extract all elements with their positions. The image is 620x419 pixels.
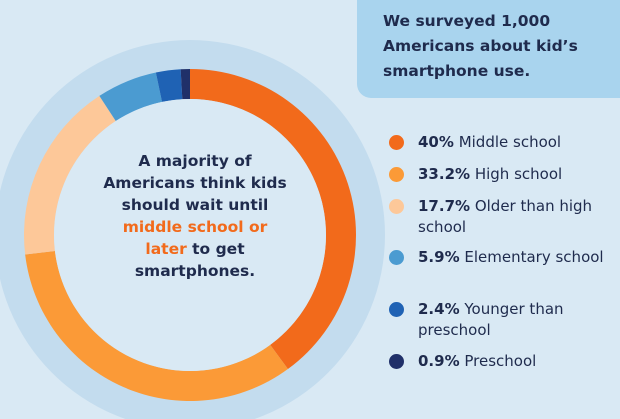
legend-name-high-school: High school <box>474 165 563 183</box>
donut-slice-preschool <box>180 69 190 100</box>
center-message-part1: A majority of Americans think kids shoul… <box>103 152 287 214</box>
survey-note-box: We surveyed 1,000 Americans about kid’s … <box>357 0 620 98</box>
legend-swatch-elementary-school <box>389 250 404 265</box>
legend-value-preschool: 0.9% <box>418 352 460 370</box>
legend-swatch-high-school <box>389 167 404 182</box>
donut-slice-older-than-high-school <box>23 95 116 255</box>
legend-value-elementary-school: 5.9% <box>418 248 460 266</box>
donut-slice-younger-than-preschool <box>155 69 183 102</box>
legend-swatch-middle-school <box>389 135 404 150</box>
legend-item-preschool: 0.9% Preschool <box>389 351 618 372</box>
legend-swatch-younger-than-preschool <box>389 302 404 317</box>
legend-swatch-preschool <box>389 354 404 369</box>
center-message-part2: to get smartphones. <box>134 240 256 280</box>
legend-label-younger-than-preschool: 2.4% Younger than preschool <box>418 299 618 341</box>
legend-label-elementary-school: 5.9% Elementary school <box>418 247 618 268</box>
legend-label-high-school: 33.2% High school <box>418 164 618 185</box>
legend-item-high-school: 33.2% High school <box>389 164 618 185</box>
center-message-highlight: middle school or later <box>122 218 268 258</box>
legend-item-elementary-school: 5.9% Elementary school <box>389 247 618 268</box>
legend-value-middle-school: 40% <box>418 133 454 151</box>
survey-note-text: We surveyed 1,000 Americans about kid’s … <box>383 12 578 80</box>
legend-name-preschool: Preschool <box>464 352 537 370</box>
legend-label-middle-school: 40% Middle school <box>418 132 618 153</box>
legend-item-older-than-high-school: 17.7% Older than high school <box>389 196 598 238</box>
donut-slice-middle-school <box>190 69 356 370</box>
donut-slice-elementary-school <box>99 72 163 122</box>
legend-value-high-school: 33.2% <box>418 165 471 183</box>
legend-value-older-than-high-school: 17.7% <box>418 197 471 215</box>
legend-label-preschool: 0.9% Preschool <box>418 351 618 372</box>
donut-hole <box>54 99 326 371</box>
center-message: A majority of Americans think kids shoul… <box>100 150 290 282</box>
legend-swatch-older-than-high-school <box>389 199 404 214</box>
donut-slices <box>23 69 356 401</box>
legend-name-younger-than-preschool: Younger than preschool <box>418 300 564 339</box>
legend-name-elementary-school: Elementary school <box>464 248 604 266</box>
donut-slice-high-school <box>25 250 288 401</box>
legend-value-younger-than-preschool: 2.4% <box>418 300 460 318</box>
legend-name-middle-school: Middle school <box>458 133 562 151</box>
legend-item-middle-school: 40% Middle school <box>389 132 618 153</box>
legend-item-younger-than-preschool: 2.4% Younger than preschool <box>389 299 618 341</box>
legend-label-older-than-high-school: 17.7% Older than high school <box>418 196 598 238</box>
legend-name-older-than-high-school: Older than high school <box>418 197 593 236</box>
